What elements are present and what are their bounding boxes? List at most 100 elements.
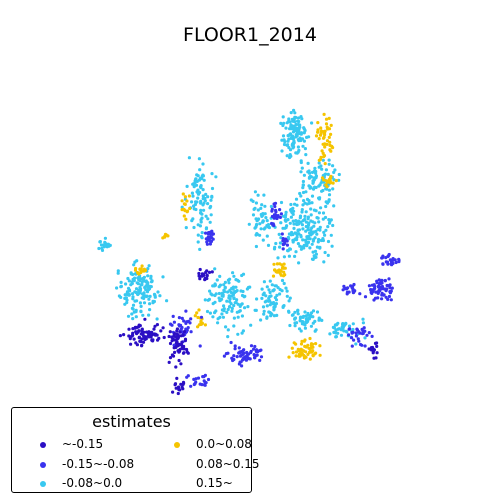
map-point: [205, 273, 209, 277]
map-point: [321, 211, 326, 215]
map-point: [265, 234, 269, 238]
map-point: [226, 290, 230, 294]
map-point: [297, 261, 301, 265]
map-point: [297, 228, 301, 232]
map-point: [208, 242, 212, 246]
map-point: [266, 243, 271, 247]
map-point: [376, 284, 380, 289]
map-point: [354, 342, 358, 346]
map-point: [198, 168, 202, 172]
map-point: [199, 315, 204, 319]
map-point: [296, 242, 300, 246]
map-point: [255, 297, 259, 301]
map-point: [197, 274, 201, 278]
map-point: [308, 246, 312, 250]
map-point: [299, 160, 303, 165]
legend-item: -0.15~-0.08: [40, 457, 134, 471]
map-point: [389, 262, 393, 266]
map-point: [307, 135, 311, 139]
map-point: [231, 271, 235, 275]
map-point: [331, 187, 335, 191]
map-point: [308, 336, 312, 341]
map-point: [260, 203, 264, 207]
map-point: [270, 283, 274, 287]
map-point: [234, 285, 238, 289]
map-point: [206, 217, 210, 221]
map-point: [260, 296, 264, 300]
map-point: [237, 346, 241, 350]
map-point: [124, 282, 128, 286]
map-point: [350, 331, 354, 335]
map-point: [293, 316, 298, 320]
map-point: [218, 283, 223, 287]
map-point: [209, 213, 213, 217]
map-point: [284, 237, 288, 241]
map-point: [326, 225, 330, 229]
map-point: [301, 179, 305, 184]
map-point: [283, 218, 287, 222]
map-point: [198, 344, 202, 348]
map-point: [138, 288, 142, 293]
map-point: [206, 377, 211, 382]
map-point: [180, 325, 184, 330]
map-point: [285, 224, 289, 228]
map-point: [232, 354, 236, 358]
map-point: [287, 117, 291, 121]
map-point: [203, 298, 207, 302]
map-point: [280, 278, 285, 283]
map-point: [387, 284, 391, 288]
map-point: [187, 156, 191, 160]
map-point: [131, 317, 135, 321]
map-point: [313, 249, 318, 253]
map-point: [161, 326, 165, 330]
map-point: [291, 212, 295, 216]
map-point: [141, 313, 145, 317]
map-point: [323, 145, 327, 149]
map-point: [293, 128, 297, 132]
map-point: [373, 286, 377, 291]
map-point: [285, 294, 289, 298]
map-point: [292, 145, 296, 149]
map-point: [100, 246, 104, 250]
map-point: [150, 331, 154, 335]
map-point: [183, 202, 187, 206]
map-point: [204, 381, 208, 385]
map-point: [189, 330, 193, 334]
map-point: [168, 341, 173, 346]
map-point: [390, 286, 394, 290]
map-point: [317, 211, 321, 215]
map-point: [296, 145, 300, 149]
legend-item: -0.08~0.0: [40, 476, 122, 490]
map-point: [149, 285, 153, 289]
map-point: [319, 129, 324, 133]
map-point: [192, 207, 196, 211]
map-point: [334, 335, 338, 339]
map-point: [310, 194, 315, 198]
map-point: [265, 285, 269, 289]
map-point: [326, 179, 331, 183]
map-point: [268, 279, 272, 283]
map-point: [282, 281, 286, 286]
legend-marker: [174, 442, 180, 448]
legend-marker: [40, 481, 46, 487]
map-point: [375, 279, 379, 283]
map-point: [216, 321, 220, 325]
map-point: [295, 321, 299, 325]
map-point: [318, 225, 322, 229]
map-point: [134, 341, 138, 345]
map-point: [253, 226, 257, 230]
map-point: [135, 281, 139, 285]
map-point: [264, 294, 268, 298]
map-point: [301, 144, 305, 148]
map-point: [203, 199, 207, 203]
map-point: [332, 170, 336, 174]
map-point: [189, 317, 193, 321]
map-point: [235, 289, 239, 293]
map-point: [184, 327, 188, 331]
map-point: [238, 304, 242, 308]
map-point: [311, 239, 315, 243]
map-point: [276, 214, 280, 218]
map-point: [272, 305, 276, 309]
map-point: [168, 356, 173, 360]
